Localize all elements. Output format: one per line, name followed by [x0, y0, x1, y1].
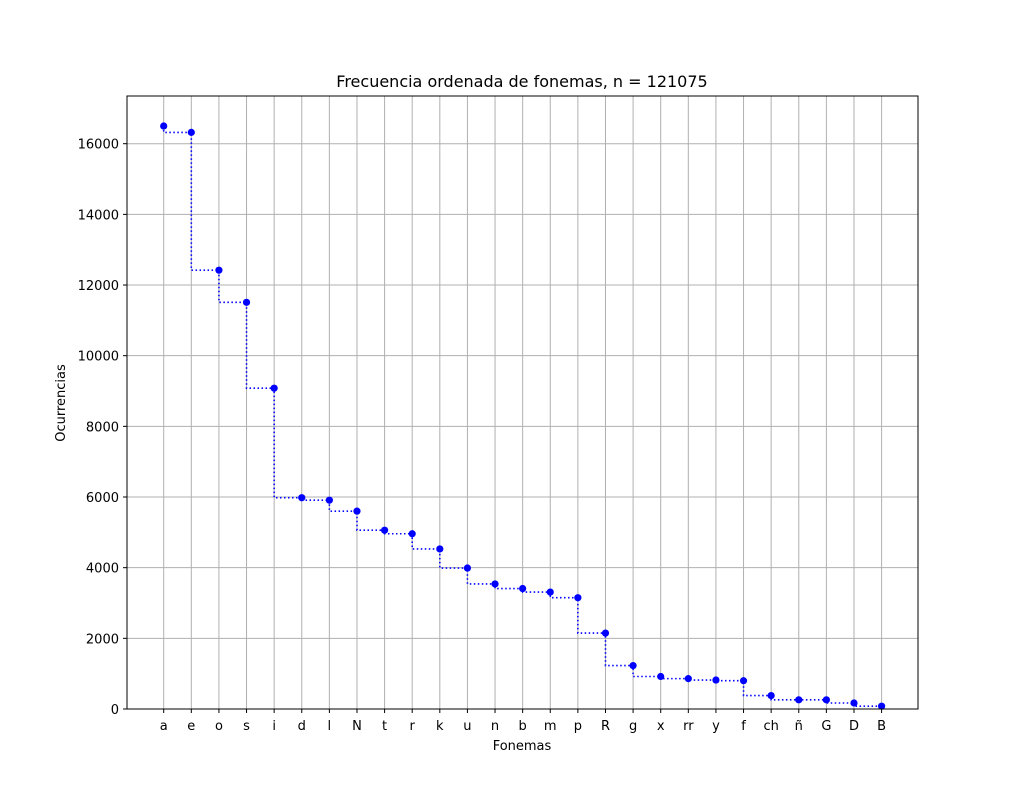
x-tick-label: b — [519, 719, 527, 734]
data-point-s — [242, 298, 251, 306]
data-point-g — [629, 661, 637, 670]
data-point-p — [574, 594, 582, 602]
x-tick-label: a — [160, 719, 168, 734]
data-point-r — [408, 530, 416, 538]
y-axis-ticks: 0 2000 4000 6000 8000 10000 12000 14000 16000 — [78, 138, 127, 718]
x-tick-label: n — [491, 719, 499, 734]
x-tick-label: t — [382, 719, 387, 734]
x-tick-label: ñ — [795, 719, 803, 734]
y-axis-label: Ocurrencias — [54, 364, 69, 442]
data-point-a — [160, 122, 168, 130]
data-point-i — [270, 384, 278, 392]
data-point-ch — [767, 691, 775, 700]
data-point-N — [353, 507, 361, 515]
x-tick-label: G — [821, 719, 831, 734]
y-tick-label: 2000 — [86, 632, 119, 647]
x-tick-label: s — [243, 719, 250, 734]
y-tick-label: 10000 — [78, 350, 119, 365]
y-tick-label: 6000 — [86, 491, 119, 506]
data-point-B — [878, 702, 886, 710]
x-tick-label: rr — [683, 719, 694, 734]
data-point-t — [380, 526, 389, 534]
data-point-e — [187, 128, 195, 136]
data-point-k — [436, 545, 444, 553]
data-point-l — [325, 496, 333, 504]
data-point-n — [491, 580, 499, 588]
x-tick-label: R — [601, 719, 610, 734]
x-tick-label: k — [436, 719, 444, 734]
data-point-R — [601, 629, 610, 637]
series — [160, 122, 886, 710]
data-point-m — [546, 588, 554, 596]
x-tick-label: m — [544, 719, 557, 734]
y-tick-label: 4000 — [86, 562, 119, 577]
x-tick-label: ch — [763, 719, 778, 734]
x-tick-label: d — [298, 719, 306, 734]
data-point-y — [712, 676, 720, 684]
y-tick-label: 14000 — [78, 208, 119, 223]
x-tick-label: D — [849, 719, 859, 734]
x-tick-label: o — [215, 719, 223, 734]
data-point-D — [850, 699, 858, 707]
y-tick-label: 16000 — [78, 138, 119, 153]
chart-title: Frecuencia ordenada de fonemas, n = 1210… — [336, 72, 707, 91]
y-tick-label: 0 — [111, 703, 119, 718]
data-point-f — [739, 677, 748, 685]
x-tick-label: l — [328, 719, 332, 734]
data-point-x — [657, 672, 665, 681]
x-tick-label: B — [877, 719, 886, 734]
x-tick-label: r — [410, 719, 416, 734]
data-point-o — [215, 266, 223, 274]
x-tick-label: g — [629, 719, 637, 734]
data-point-ñ — [795, 696, 803, 704]
y-tick-label: 8000 — [86, 420, 119, 435]
data-point-b — [519, 584, 527, 593]
grid — [127, 96, 918, 710]
x-tick-label: p — [574, 719, 582, 734]
data-point-rr — [684, 675, 692, 683]
data-point-u — [463, 564, 472, 572]
x-axis-label: Fonemas — [493, 739, 552, 754]
x-tick-label: N — [352, 719, 362, 734]
data-point-d — [298, 494, 306, 502]
data-point-G — [822, 696, 830, 704]
x-tick-label: y — [712, 719, 720, 734]
x-tick-label: f — [741, 719, 746, 734]
y-tick-label: 12000 — [78, 279, 119, 294]
x-tick-label: x — [657, 719, 665, 734]
x-tick-label: u — [463, 719, 471, 734]
x-tick-label: e — [187, 719, 195, 734]
x-tick-label: i — [272, 719, 276, 734]
